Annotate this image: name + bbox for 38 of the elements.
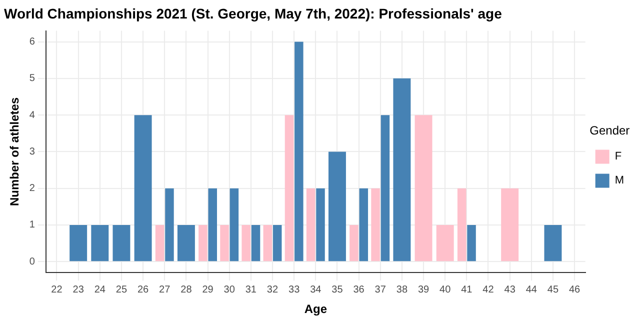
- y-tick-label: 2: [29, 183, 36, 194]
- x-tick-label: 39: [418, 284, 430, 296]
- x-tick-label: 27: [159, 284, 171, 296]
- y-tick-label: 5: [29, 73, 36, 84]
- x-tick-label: 35: [332, 284, 344, 296]
- x-tick-label: 44: [526, 284, 538, 296]
- x-tick-label: 31: [245, 284, 257, 296]
- x-tick-label: 36: [353, 284, 365, 296]
- x-tick-label: 41: [461, 284, 473, 296]
- legend-label: M: [614, 174, 624, 187]
- x-tick-label: 40: [440, 284, 452, 296]
- y-axis-title: Number of athletes: [8, 97, 22, 206]
- y-tick-label: 1: [29, 220, 36, 231]
- legend-label: F: [614, 150, 622, 163]
- y-tick-label: 0: [29, 256, 36, 268]
- x-tick-label: 28: [180, 284, 192, 296]
- x-tick-label: 23: [72, 284, 84, 296]
- x-tick-label: 22: [51, 284, 63, 296]
- x-tick-label: 37: [374, 284, 386, 296]
- y-tick-label: 3: [29, 146, 36, 158]
- x-axis-title: Age: [304, 302, 328, 316]
- chart-title: World Championships 2021 (St. George, May 7th, 2022): Professionals' age: [4, 5, 502, 22]
- legend-title: Gender: [590, 124, 630, 138]
- x-tick-label: 34: [310, 284, 322, 296]
- x-tick-label: 25: [116, 284, 128, 296]
- x-tick-label: 33: [288, 284, 300, 296]
- x-tick-label: 24: [94, 284, 106, 296]
- x-tick-label: 43: [504, 284, 516, 296]
- x-tick-label: 30: [224, 284, 236, 296]
- x-tick-label: 26: [137, 284, 150, 296]
- y-tick-label: 6: [29, 36, 36, 48]
- x-tick-label: 42: [482, 284, 494, 296]
- x-tick-label: 32: [266, 284, 278, 296]
- x-tick-label: 29: [202, 284, 214, 296]
- x-tick-label: 38: [396, 284, 408, 296]
- x-tick-label: 45: [547, 284, 559, 296]
- x-tick-label: 46: [568, 284, 581, 296]
- y-tick-label: 4: [29, 110, 36, 121]
